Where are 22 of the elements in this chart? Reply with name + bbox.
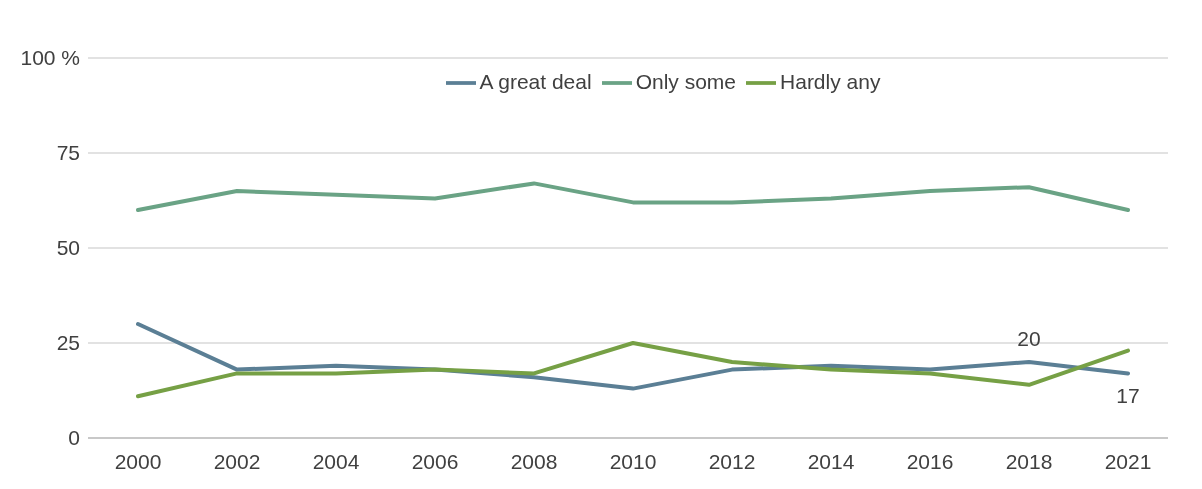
data-label: 17 — [1116, 384, 1140, 408]
y-tick-label: 0 — [68, 426, 80, 450]
y-tick-label: 100 % — [20, 46, 80, 70]
x-tick-label: 2002 — [213, 449, 261, 473]
x-tick-label: 2010 — [609, 449, 657, 473]
x-tick-label: 2006 — [411, 449, 459, 473]
y-tick-label: 75 — [56, 141, 80, 165]
x-tick-label: 2012 — [708, 449, 756, 473]
x-tick-label: 2014 — [807, 449, 855, 473]
legend-label: Hardly any — [780, 69, 881, 93]
data-label: 20 — [1017, 327, 1041, 350]
x-tick-label: 2008 — [510, 449, 558, 473]
line-series — [136, 181, 1130, 212]
y-tick-label: 50 — [56, 236, 80, 260]
legend-label: A great deal — [479, 69, 592, 93]
x-tick-label: 2018 — [1005, 449, 1053, 473]
legend-label: Only some — [635, 69, 737, 93]
y-tick-label: 25 — [56, 331, 80, 355]
x-tick-label: 2021 — [1104, 449, 1152, 473]
x-tick-label: 2000 — [114, 449, 162, 473]
x-tick-label: 2016 — [906, 449, 954, 473]
x-tick-label: 2004 — [312, 449, 360, 473]
